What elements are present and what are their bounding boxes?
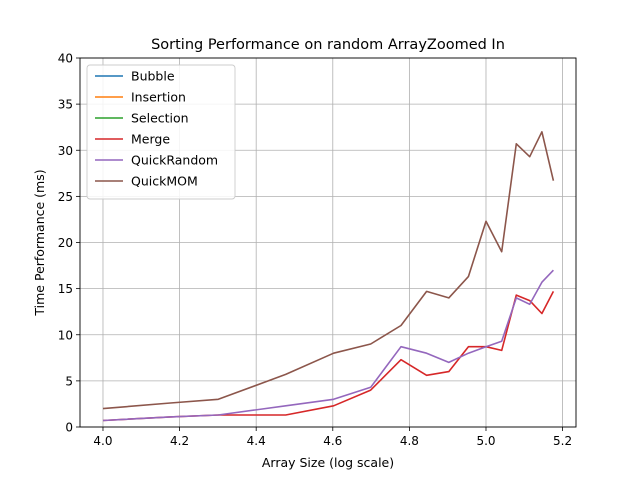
y-tick-label: 35 (58, 98, 73, 112)
x-tick-label: 4.6 (323, 434, 342, 448)
y-tick-label: 10 (58, 328, 73, 342)
legend: Bubble Insertion Selection Merge QuickRandom… (86, 64, 236, 200)
x-tick-label: 4.2 (170, 434, 189, 448)
series-line-quickmom (102, 131, 555, 410)
y-axis-label: Time Performance (ms) (32, 169, 47, 316)
x-tick-label: 4.4 (247, 434, 266, 448)
series-line-quickrandom (102, 269, 554, 422)
legend-box (86, 64, 236, 200)
x-axis-label: Array Size (log scale) (262, 455, 394, 470)
series-lines (102, 131, 555, 422)
y-tick-label: 40 (58, 52, 73, 66)
x-axis: 4.0 4.2 4.4 4.6 4.8 5.0 5.2 (93, 427, 572, 448)
y-tick-label: 20 (58, 236, 73, 250)
x-tick-label: 4.0 (93, 434, 112, 448)
legend-label-bubble: Bubble (131, 69, 175, 84)
legend-label-selection: Selection (131, 111, 189, 126)
x-tick-label: 4.8 (400, 434, 419, 448)
x-tick-label: 5.2 (553, 434, 572, 448)
y-tick-label: 25 (58, 190, 73, 204)
legend-label-quickmom: QuickMOM (131, 174, 198, 189)
y-tick-label: 15 (58, 282, 73, 296)
legend-label-insertion: Insertion (131, 90, 186, 105)
series-line-merge (102, 291, 555, 422)
chart-title: Sorting Performance on random ArrayZoome… (151, 37, 505, 53)
legend-label-merge: Merge (131, 132, 170, 147)
y-tick-label: 5 (65, 374, 73, 388)
y-tick-label: 30 (58, 144, 73, 158)
legend-label-quickrandom: QuickRandom (131, 153, 218, 168)
x-tick-label: 5.0 (476, 434, 495, 448)
y-axis: 0 5 10 15 20 25 30 35 40 (58, 52, 80, 435)
y-tick-label: 0 (65, 421, 73, 435)
